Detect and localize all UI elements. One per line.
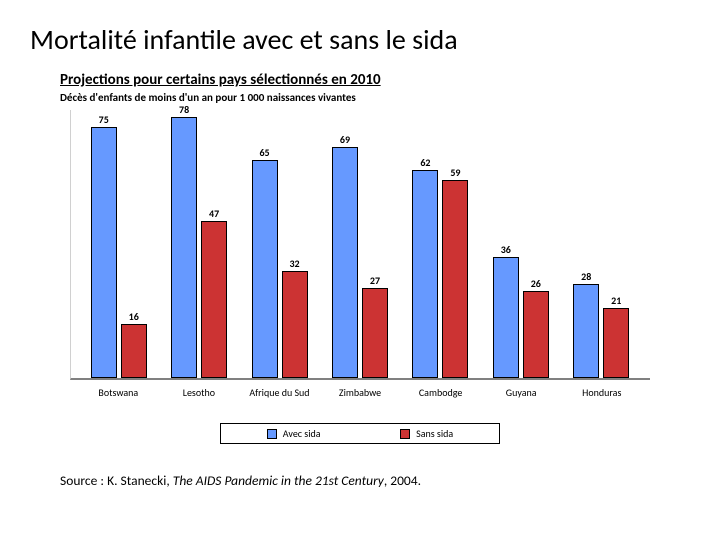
bar-value-label: 36 — [501, 243, 511, 256]
x-tick-label: Afrique du Sud — [239, 380, 320, 399]
bar-avec: 69 — [332, 147, 358, 378]
x-tick-label: Honduras — [561, 380, 642, 399]
bar-group: 7516 — [79, 110, 159, 378]
bar-value-label: 65 — [259, 146, 269, 159]
bar-value-label: 47 — [209, 207, 219, 220]
source-citation: Source : K. Stanecki, The AIDS Pandemic … — [60, 472, 690, 489]
bar-group: 6927 — [320, 110, 400, 378]
bar-value-label: 21 — [611, 294, 621, 307]
legend-swatch-red — [400, 429, 410, 439]
chart-legend: Avec sida Sans sida — [220, 423, 500, 444]
bar-value-label: 28 — [581, 270, 591, 283]
bar-value-label: 69 — [340, 133, 350, 146]
bar-group: 7847 — [159, 110, 239, 378]
bar-group: 3626 — [481, 110, 561, 378]
chart-subtitle: Projections pour certains pays sélection… — [60, 71, 690, 89]
x-tick-label: Guyana — [481, 380, 562, 399]
bar-sans: 26 — [523, 291, 549, 378]
bar-sans: 27 — [362, 288, 388, 378]
bar-sans: 21 — [603, 308, 629, 378]
bar-sans: 32 — [282, 271, 308, 378]
chart-container: 7516784765326927625936262821 BotswanaLes… — [70, 110, 650, 444]
x-tick-label: Cambodge — [400, 380, 481, 399]
bar-value-label: 62 — [420, 156, 430, 169]
bar-avec: 75 — [91, 127, 117, 378]
bar-group: 2821 — [562, 110, 642, 378]
x-tick-label: Zimbabwe — [320, 380, 401, 399]
chart-note: Décès d'enfants de moins d'un an pour 1 … — [60, 91, 690, 104]
page-title: Mortalité infantile avec et sans le sida — [30, 22, 690, 57]
bar-avec: 78 — [171, 117, 197, 378]
source-prefix: Source : K. Stanecki, — [60, 472, 173, 489]
legend-label-avec: Avec sida — [283, 427, 321, 440]
bar-avec: 62 — [412, 170, 438, 378]
bar-sans: 59 — [442, 180, 468, 378]
bar-sans: 47 — [201, 221, 227, 378]
bar-value-label: 27 — [370, 274, 380, 287]
bar-value-label: 32 — [289, 257, 299, 270]
chart-plot-area: 7516784765326927625936262821 — [70, 110, 650, 380]
bar-sans: 16 — [121, 324, 147, 378]
bar-value-label: 16 — [129, 310, 139, 323]
source-title: The AIDS Pandemic in the 21st Century — [173, 472, 384, 489]
bar-avec: 65 — [252, 160, 278, 378]
bar-value-label: 75 — [99, 113, 109, 126]
bar-group: 6532 — [240, 110, 320, 378]
slide: Mortalité infantile avec et sans le sida… — [0, 0, 720, 489]
bar-value-label: 26 — [531, 277, 541, 290]
source-suffix: , 2004. — [384, 472, 421, 489]
x-tick-label: Lesotho — [159, 380, 240, 399]
x-tick-label: Botswana — [78, 380, 159, 399]
legend-label-sans: Sans sida — [416, 427, 453, 440]
legend-item-avec: Avec sida — [267, 427, 321, 440]
chart-x-axis: BotswanaLesothoAfrique du SudZimbabweCam… — [70, 380, 650, 399]
bar-value-label: 78 — [179, 103, 189, 116]
bar-avec: 36 — [493, 257, 519, 378]
bar-group: 6259 — [401, 110, 481, 378]
legend-item-sans: Sans sida — [400, 427, 453, 440]
bar-avec: 28 — [573, 284, 599, 378]
bar-value-label: 59 — [450, 166, 460, 179]
legend-swatch-blue — [267, 429, 277, 439]
